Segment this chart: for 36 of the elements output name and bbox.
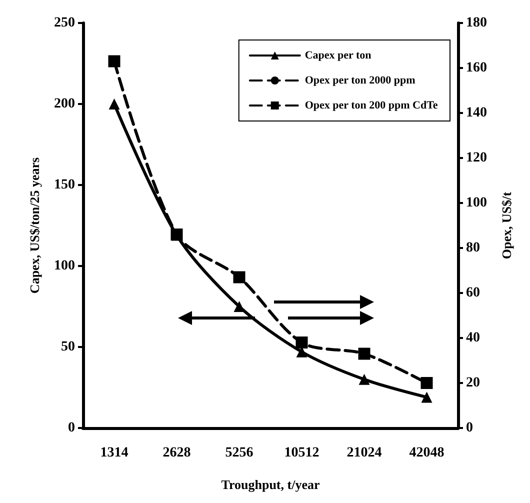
x-axis-title: Troughput, t/year — [221, 477, 320, 492]
y2-tick-label: 120 — [466, 150, 487, 166]
point — [420, 377, 433, 389]
y-tick-label: 100 — [54, 258, 75, 274]
y2-tick-label: 20 — [466, 376, 480, 390]
y-tick-label: 50 — [61, 340, 75, 354]
y2-tick-label: 180 — [466, 16, 487, 30]
point — [358, 374, 370, 385]
y2-tick-label: 80 — [466, 240, 480, 256]
y2-tick-label: 140 — [466, 106, 487, 120]
point — [233, 271, 246, 284]
x-tick-label: 21024 — [346, 446, 382, 460]
point — [421, 392, 432, 403]
y2-axis-title: Opex, US$/t — [499, 191, 514, 260]
legend-label: Opex per ton 200 ppm CdTe — [304, 100, 438, 112]
point — [358, 348, 370, 360]
point — [108, 98, 120, 110]
x-tick-label: 2628 — [162, 446, 191, 460]
y-tick-label: 0 — [68, 420, 75, 436]
y-tick-label: 150 — [54, 178, 75, 192]
point — [296, 336, 308, 348]
y2-tick-label: 40 — [466, 330, 480, 346]
legend-label: Opex per ton 2000 ppm — [304, 74, 416, 86]
point — [108, 55, 120, 68]
y2-tick-label: 160 — [466, 60, 487, 76]
x-tick-label: 10512 — [284, 446, 320, 460]
legend-label: Capex per ton — [304, 50, 372, 62]
x-tick-label: 1314 — [100, 446, 128, 460]
y-axis-title: Capex, US$/ton/25 years — [27, 157, 42, 294]
y-tick-label: 250 — [54, 16, 75, 30]
y-tick-label: 200 — [54, 96, 75, 112]
x-tick-label: 5256 — [225, 446, 254, 460]
y2-tick-label: 100 — [466, 196, 487, 210]
y2-tick-label: 0 — [466, 420, 473, 436]
y2-tick-label: 60 — [466, 286, 480, 300]
x-tick-label: 42048 — [409, 446, 444, 460]
